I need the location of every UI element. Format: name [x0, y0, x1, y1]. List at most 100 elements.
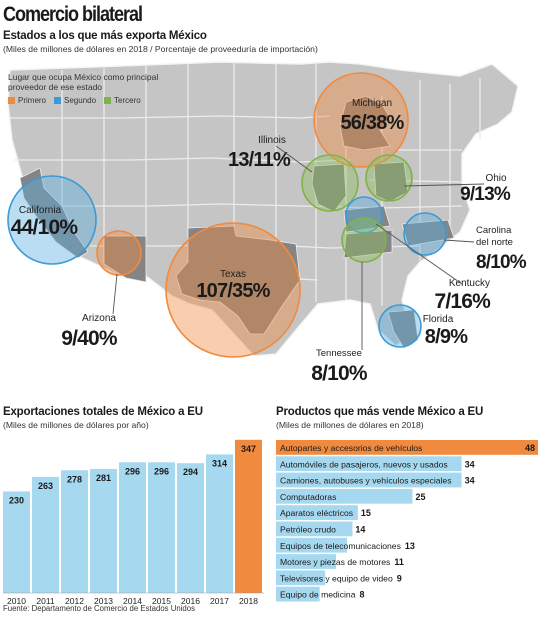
state-value-florida: 8/9% — [425, 326, 468, 348]
bar-value-2016: 294 — [183, 467, 198, 477]
product-bar-televisores-y-equipo-de-video — [276, 570, 326, 586]
legend-first-label: Primero — [18, 96, 47, 105]
legend-second-swatch — [54, 97, 62, 104]
product-label-equipo-de-medicina: Equipo de medicina — [280, 590, 356, 600]
state-value-michigan: 56/38% — [340, 112, 404, 134]
bubble-carolina-del-norte — [403, 212, 447, 256]
product-value-camiones-autobuses-y-vehiculos-especiales: 34 — [465, 476, 475, 486]
bar-2013 — [90, 468, 117, 593]
bar-value-2015: 296 — [154, 466, 169, 476]
product-label-petroleo-crudo: Petróleo crudo — [280, 525, 336, 535]
state-name-california: California — [19, 205, 62, 216]
map-legend: Lugar que ocupa México como principal pr… — [8, 72, 198, 105]
bar-value-2017: 314 — [212, 458, 227, 468]
legend-first-swatch — [8, 97, 15, 104]
legend-third: Tercero — [104, 96, 141, 105]
state-name-illinois: Illinois — [258, 135, 286, 146]
bar-value-2014: 296 — [125, 466, 140, 476]
state-value-california: 44/10% — [11, 216, 79, 239]
product-bar-aparatos-electricos — [276, 505, 358, 520]
state-value-texas: 107/35% — [196, 280, 270, 302]
state-name-texas: Texas — [220, 269, 246, 280]
legend-second: Segundo — [54, 96, 96, 105]
product-label-televisores-y-equipo-de-video: Televisores y equipo de video — [280, 573, 393, 583]
bar-2014 — [119, 462, 146, 593]
x-tick-2016: 2016 — [181, 596, 200, 606]
bubble-michigan — [313, 72, 409, 168]
state-value-illinois: 13/11% — [228, 149, 291, 171]
bar-value-2011: 263 — [38, 481, 53, 491]
product-bar-camiones-autobuses-y-vehiculos-especiales — [276, 472, 462, 488]
legend-title: Lugar que ocupa México como principal pr… — [8, 72, 159, 92]
product-bar-petroleo-crudo — [276, 521, 353, 537]
product-label-camiones-autobuses-y-vehiculos-especiales: Camiones, autobuses y vehículos especial… — [280, 476, 452, 486]
source-note: Fuente: Departamento de Comercio de Esta… — [3, 604, 195, 613]
legend-third-label: Tercero — [114, 96, 141, 105]
x-tick-2018: 2018 — [239, 596, 258, 606]
bar-value-2010: 230 — [9, 495, 24, 505]
x-tick-2015: 2015 — [152, 596, 171, 606]
map-title: Estados a los que más exporta México — [3, 30, 207, 42]
products-chart-title: Productos que más vende México a EU — [276, 406, 484, 418]
bar-2017 — [206, 454, 233, 593]
products-bar-chart: Autopartes y accesorios de vehículos 48 Au… — [276, 440, 538, 602]
product-value-aparatos-electricos: 15 — [361, 508, 371, 518]
bar-2010 — [3, 491, 30, 593]
product-value-autopartes-y-accesorios-de-vehiculos: 48 — [525, 443, 535, 453]
product-value-petroleo-crudo: 14 — [355, 525, 365, 535]
state-name-kentucky: Kentucky — [449, 278, 490, 289]
bubble-florida — [378, 304, 422, 348]
state-name-michigan: Michigan — [352, 98, 392, 109]
product-label-automoviles-de-pasajeros-nuevos-y-usados: Automóviles de pasajeros, nuevos y usado… — [280, 459, 448, 469]
bubble-illinois — [301, 154, 359, 212]
bar-value-2018: 347 — [241, 444, 256, 454]
product-bar-motores-y-piezas-de-motores — [276, 554, 337, 569]
leader-line-kentucky — [375, 223, 463, 285]
state-name-arizona: Arizona — [82, 313, 116, 324]
legend-second-label: Segundo — [64, 96, 97, 105]
bubble-kentucky — [345, 196, 383, 234]
bar-2012 — [61, 470, 88, 593]
product-bar-equipos-de-telecomunicaciones — [276, 537, 347, 553]
product-value-equipo-de-medicina: 8 — [360, 590, 365, 600]
bar-2016 — [177, 463, 204, 593]
bubble-texas — [165, 222, 301, 358]
x-tick-2017: 2017 — [210, 596, 229, 606]
exports-bar-chart: 230 2010 263 2011 278 2012 281 2013 296 2014 296 20… — [3, 439, 264, 606]
product-label-motores-y-piezas-de-motores: Motores y piezas de motores — [280, 557, 390, 567]
bubble-california — [7, 175, 97, 265]
infographic-title: Comercio bilateral — [3, 3, 143, 26]
x-tick-2012: 2012 — [65, 596, 84, 606]
product-value-automoviles-de-pasajeros-nuevos-y-usados: 34 — [465, 459, 475, 469]
bar-2011 — [32, 476, 59, 593]
legend-first: Primero — [8, 96, 46, 105]
product-label-aparatos-electricos: Aparatos eléctricos — [280, 508, 353, 518]
bubble-tennessee — [341, 217, 387, 263]
products-chart-subtitle: (Miles de millones de dólares en 2018) — [276, 420, 424, 430]
bar-2015 — [148, 462, 175, 593]
leader-line-ohio — [403, 183, 485, 187]
x-tick-2010: 2010 — [7, 596, 26, 606]
legend-third-swatch — [104, 97, 112, 104]
exports-chart-title: Exportaciones totales de México a EU — [3, 406, 203, 418]
product-value-computadoras: 25 — [415, 492, 425, 502]
x-tick-2011: 2011 — [36, 596, 55, 606]
product-label-autopartes-y-accesorios-de-vehiculos: Autopartes y accesorios de vehículos — [280, 443, 422, 453]
product-bar-autopartes-y-accesorios-de-vehiculos — [276, 440, 538, 455]
bar-value-2013: 281 — [96, 473, 111, 483]
state-name-carolina-del-norte: Carolina — [476, 225, 512, 236]
bar-value-2012: 278 — [67, 474, 82, 484]
leader-line-illinois — [275, 145, 313, 173]
map-subtitle: (Miles de millones de dólares en 2018 / … — [3, 44, 318, 54]
leader-line-carolina-del-norte — [443, 239, 475, 243]
state-value-kentucky: 7/16% — [434, 290, 491, 313]
product-value-televisores-y-equipo-de-video: 9 — [397, 573, 402, 583]
state-name-florida: Florida — [423, 314, 454, 325]
state-value-carolina-del-norte: 8/10% — [476, 252, 527, 273]
product-label-computadoras: Computadoras — [280, 492, 336, 502]
product-bar-automoviles-de-pasajeros-nuevos-y-usados — [276, 456, 462, 472]
product-value-motores-y-piezas-de-motores: 11 — [394, 557, 404, 567]
state-name-ohio: Ohio — [485, 173, 507, 184]
x-tick-2014: 2014 — [123, 596, 142, 606]
